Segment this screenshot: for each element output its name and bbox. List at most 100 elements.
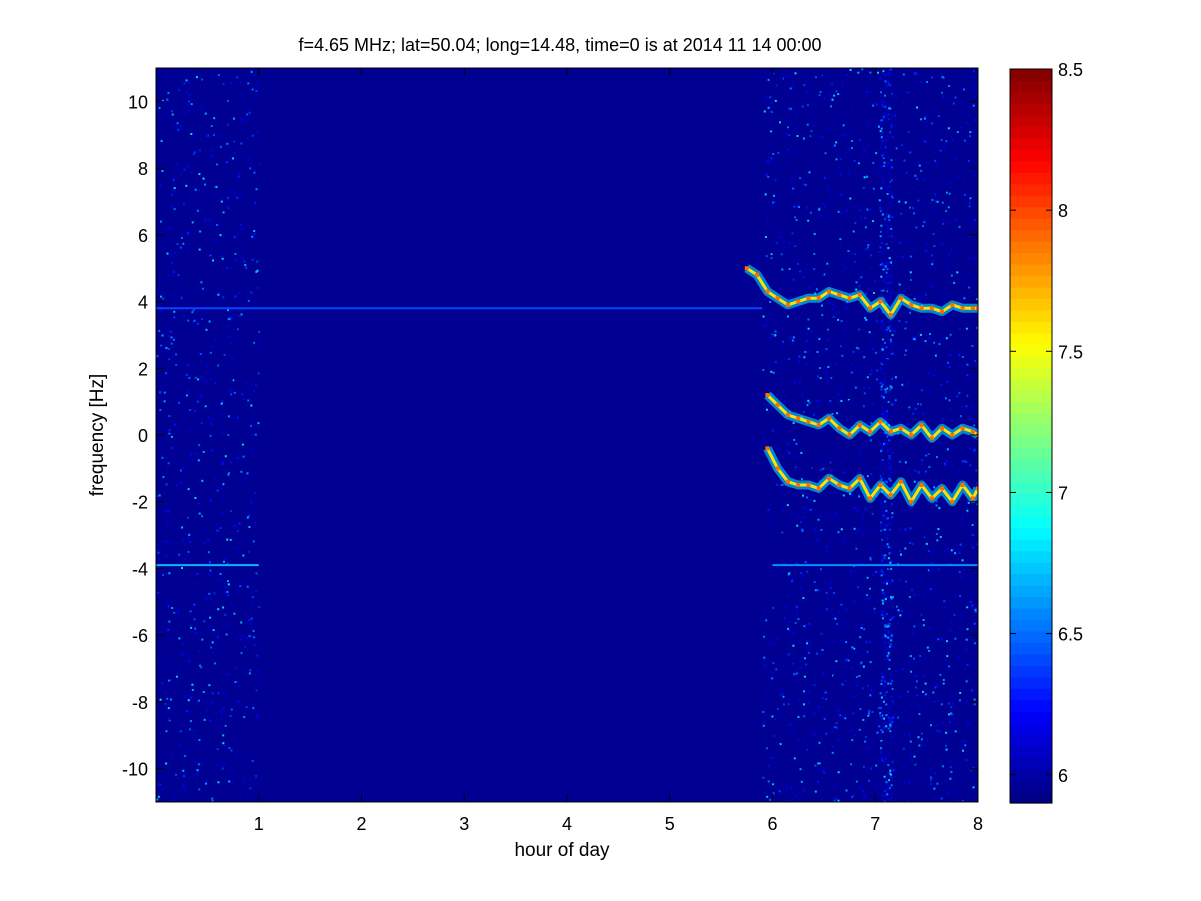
noise-speck bbox=[801, 574, 804, 576]
noise-speck bbox=[178, 525, 181, 528]
noise-speck bbox=[810, 130, 813, 133]
noise-speck bbox=[206, 254, 209, 257]
noise-speck bbox=[807, 651, 810, 654]
noise-speck bbox=[159, 346, 162, 348]
noise-speck bbox=[898, 529, 901, 531]
noise-speck bbox=[236, 335, 239, 338]
noise-speck bbox=[929, 627, 932, 630]
noise-speck bbox=[765, 518, 768, 521]
noise-speck bbox=[866, 144, 869, 147]
noise-speck bbox=[865, 735, 867, 738]
noise-speck bbox=[880, 326, 883, 328]
noise-speck bbox=[234, 252, 237, 255]
noise-speck bbox=[884, 265, 887, 268]
noise-speck bbox=[196, 345, 199, 348]
noise-speck bbox=[871, 791, 874, 794]
noise-speck bbox=[170, 342, 173, 345]
noise-speck bbox=[894, 384, 897, 387]
noise-speck bbox=[806, 508, 809, 511]
noise-speck bbox=[178, 401, 180, 404]
noise-speck bbox=[834, 174, 837, 177]
trace-point bbox=[755, 272, 760, 277]
noise-speck bbox=[881, 589, 884, 592]
noise-speck bbox=[888, 719, 891, 722]
noise-speck bbox=[913, 297, 916, 300]
noise-speck bbox=[889, 329, 892, 332]
noise-speck bbox=[919, 81, 922, 84]
noise-speck bbox=[880, 609, 883, 612]
noise-speck bbox=[257, 425, 260, 428]
noise-speck bbox=[890, 292, 892, 295]
noise-speck bbox=[253, 341, 256, 344]
noise-speck bbox=[192, 309, 195, 312]
noise-speck bbox=[809, 211, 812, 214]
noise-speck bbox=[807, 399, 810, 402]
noise-speck bbox=[212, 239, 215, 242]
noise-speck bbox=[226, 591, 229, 593]
noise-speck bbox=[883, 477, 886, 480]
noise-speck bbox=[194, 188, 197, 191]
noise-speck bbox=[886, 625, 889, 628]
noise-speck bbox=[162, 476, 165, 479]
noise-speck bbox=[884, 684, 887, 687]
noise-speck bbox=[885, 418, 887, 420]
noise-speck bbox=[242, 455, 245, 458]
noise-speck bbox=[855, 281, 858, 284]
noise-speck bbox=[949, 135, 952, 138]
noise-speck bbox=[804, 516, 807, 519]
noise-speck bbox=[882, 322, 884, 325]
trace-point bbox=[940, 426, 944, 431]
noise-speck bbox=[936, 456, 938, 459]
noise-speck bbox=[931, 549, 934, 552]
noise-speck bbox=[868, 712, 870, 715]
noise-speck bbox=[187, 103, 190, 106]
noise-speck bbox=[254, 521, 257, 524]
noise-speck bbox=[251, 258, 254, 261]
noise-speck bbox=[863, 148, 866, 151]
noise-speck bbox=[854, 253, 856, 256]
noise-speck bbox=[946, 640, 948, 643]
noise-speck bbox=[843, 330, 846, 333]
noise-speck bbox=[893, 330, 896, 333]
noise-speck bbox=[945, 140, 948, 143]
noise-speck bbox=[825, 368, 828, 371]
noise-speck bbox=[168, 415, 171, 418]
noise-speck bbox=[256, 716, 259, 718]
noise-speck bbox=[929, 201, 932, 204]
plot-background bbox=[156, 68, 978, 802]
noise-speck bbox=[859, 223, 862, 226]
noise-speck bbox=[838, 713, 841, 716]
noise-speck bbox=[974, 608, 977, 611]
noise-speck bbox=[216, 224, 219, 226]
noise-speck bbox=[799, 380, 802, 383]
noise-speck bbox=[881, 544, 884, 547]
noise-speck bbox=[881, 119, 884, 122]
trace-point bbox=[919, 423, 924, 427]
noise-speck bbox=[837, 611, 840, 614]
noise-speck bbox=[891, 403, 894, 406]
noise-speck bbox=[890, 235, 893, 238]
noise-speck bbox=[257, 538, 260, 541]
noise-speck bbox=[969, 464, 972, 467]
noise-speck bbox=[913, 593, 916, 596]
noise-speck bbox=[827, 328, 830, 331]
trace-point bbox=[827, 416, 831, 421]
colorbar-cell bbox=[1010, 275, 1052, 288]
noise-speck bbox=[217, 74, 220, 77]
noise-speck bbox=[156, 798, 159, 801]
noise-speck bbox=[795, 466, 797, 468]
noise-speck bbox=[202, 99, 205, 102]
noise-speck bbox=[242, 238, 245, 241]
noise-speck bbox=[172, 338, 175, 341]
noise-speck bbox=[256, 713, 259, 716]
noise-speck bbox=[786, 504, 789, 507]
noise-speck bbox=[941, 131, 944, 134]
noise-speck bbox=[841, 354, 844, 357]
noise-speck bbox=[162, 573, 164, 576]
noise-speck bbox=[841, 80, 844, 83]
noise-speck bbox=[858, 528, 861, 531]
noise-speck bbox=[943, 600, 946, 603]
noise-speck bbox=[241, 393, 244, 396]
noise-speck bbox=[206, 745, 209, 748]
noise-speck bbox=[225, 624, 227, 627]
